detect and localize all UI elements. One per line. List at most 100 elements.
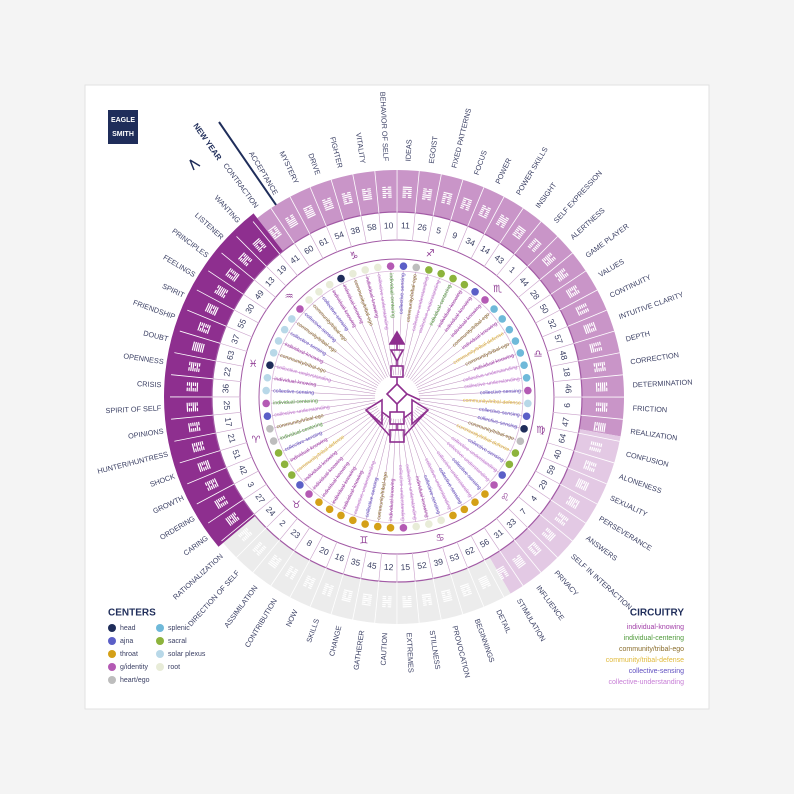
center-dot (361, 266, 369, 274)
radial-line (411, 303, 482, 381)
number-divider (294, 242, 311, 267)
hexagram-line (441, 201, 445, 204)
center-dot (361, 520, 369, 528)
hexagram-line (249, 531, 253, 535)
hexagram-line (446, 202, 451, 205)
gate-number: 64 (556, 432, 568, 444)
hexagram-line (402, 196, 406, 198)
hexagram-line (241, 254, 248, 263)
hexagram-line (192, 402, 195, 412)
hexagram-icon (554, 268, 569, 282)
hexagram-line (603, 361, 606, 366)
hexagram-line (188, 382, 191, 386)
radial-line (278, 404, 377, 440)
gate-number: 2 (278, 518, 288, 529)
hexagram-line (559, 515, 566, 524)
hexagram-line (567, 496, 573, 506)
hexagram-line (260, 242, 264, 246)
hexagram-line (382, 605, 386, 608)
gate-number: 12 (384, 562, 394, 572)
zodiac-glyph: ♐ (426, 248, 435, 259)
center-dot (481, 296, 489, 304)
hexagram-line (428, 188, 433, 191)
hexagram-line (230, 514, 237, 523)
hexagram-line (382, 188, 392, 191)
hexagram-line (596, 347, 599, 352)
hexagram-line (544, 534, 548, 538)
hexagram-line (188, 361, 191, 366)
hexagram-line (590, 328, 593, 333)
hexagram-line (290, 215, 295, 219)
radial-line (414, 321, 499, 385)
center-dot (520, 425, 528, 433)
hexagram-line (600, 402, 602, 407)
hexagram-line (422, 595, 432, 598)
hexagram-line (387, 606, 392, 608)
radial-line (288, 331, 379, 386)
hexagram-line (564, 273, 568, 278)
number-divider (518, 279, 541, 298)
hexagram-line (307, 586, 312, 590)
hexagram-line (259, 249, 263, 253)
radial-line (402, 418, 428, 520)
hexagram-line (428, 603, 433, 606)
hexagram-icon (589, 441, 603, 453)
hexagram-line (362, 196, 372, 199)
radial-line (288, 408, 379, 462)
hexagram-line (290, 575, 295, 579)
hexagram-line (197, 342, 201, 352)
hexagram-line (462, 199, 467, 202)
center-dot (498, 315, 507, 323)
hexagram-line (505, 216, 510, 220)
center-dot (315, 287, 323, 296)
hexagram-line (518, 562, 526, 569)
zodiac-glyph: ♈ (251, 435, 260, 446)
hexagram-line (285, 572, 290, 576)
hexagram-line (554, 273, 558, 278)
hexagram-line (478, 575, 487, 581)
zodiac-glyph: ♎ (534, 349, 543, 360)
hexagram-line (255, 244, 259, 248)
hexagram-line (422, 194, 432, 197)
radial-line (411, 413, 482, 491)
hexagram-line (495, 565, 504, 572)
radial-line (271, 390, 376, 397)
hexagram-icon (197, 459, 211, 473)
hexagram-line (368, 596, 372, 598)
hexagram-line (290, 222, 299, 229)
hexagram-line (343, 201, 353, 205)
hexagram-line (361, 603, 371, 606)
hexagram-line (599, 362, 602, 366)
center-dot (280, 460, 289, 469)
number-divider (233, 470, 259, 485)
hexagram-line (188, 402, 190, 407)
hexagram-line (572, 285, 579, 295)
circuit-label: individual-centering (388, 273, 396, 318)
hexagram-icon (267, 554, 282, 569)
hexagram-line (547, 532, 555, 541)
hexagram-line (198, 363, 201, 367)
gate-number: 34 (464, 235, 477, 248)
hexagram-icon (284, 214, 299, 229)
gate-keyword: CAUTION (379, 632, 390, 665)
gate-number: 11 (401, 220, 411, 230)
legend-label: collective-sensing (629, 668, 684, 675)
center-dot (287, 315, 296, 323)
hexagram-line (582, 480, 586, 485)
hexagram-line (543, 532, 547, 537)
center-dot (522, 374, 531, 382)
hexagram-line (592, 462, 595, 467)
hexagram-line (601, 382, 604, 392)
legend-label: collective-understanding (609, 679, 685, 686)
hexagram-line (402, 596, 406, 598)
gate-number: 21 (226, 433, 238, 445)
hexagram-line (322, 590, 327, 593)
hexagram-line (570, 498, 577, 508)
hexagram-line (512, 233, 521, 240)
hexagram-line (304, 580, 314, 586)
hexagram-line (549, 534, 556, 542)
hexagram-line (197, 463, 202, 473)
gate-keyword: EXTREMES (405, 632, 416, 673)
hexagram-line (512, 557, 516, 561)
